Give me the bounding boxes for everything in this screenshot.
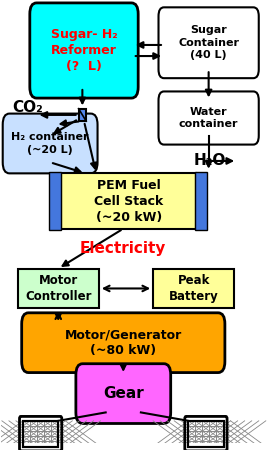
Text: PEM Fuel
Cell Stack
(~20 kW): PEM Fuel Cell Stack (~20 kW): [94, 179, 163, 224]
Text: Peak
Battery: Peak Battery: [169, 274, 219, 303]
Bar: [153, 269, 235, 308]
Text: Motor/Generator
(~80 kW): Motor/Generator (~80 kW): [65, 328, 182, 357]
Bar: [195, 171, 207, 230]
Text: Sugar- H₂
Reformer
(?  L): Sugar- H₂ Reformer (? L): [51, 28, 117, 73]
Bar: [61, 173, 197, 229]
FancyBboxPatch shape: [159, 91, 259, 144]
Bar: [18, 269, 99, 308]
FancyBboxPatch shape: [22, 313, 225, 373]
Text: Water
container: Water container: [179, 107, 238, 129]
FancyBboxPatch shape: [30, 3, 138, 98]
FancyBboxPatch shape: [76, 364, 171, 423]
Text: H₂ container
(~20 L): H₂ container (~20 L): [11, 132, 89, 155]
Bar: [188, 421, 224, 446]
Text: Gear: Gear: [103, 386, 144, 401]
FancyBboxPatch shape: [3, 113, 97, 173]
Text: Motor
Controller: Motor Controller: [25, 274, 91, 303]
Bar: [49, 171, 61, 230]
Text: CO₂: CO₂: [12, 100, 43, 115]
Bar: [79, 109, 86, 121]
Text: Electricity: Electricity: [80, 241, 167, 256]
Bar: [23, 421, 58, 446]
Bar: [23, 421, 58, 446]
Text: H₂O: H₂O: [194, 153, 226, 168]
Bar: [188, 421, 224, 446]
FancyBboxPatch shape: [159, 7, 259, 78]
Text: Sugar
Container
(40 L): Sugar Container (40 L): [178, 25, 239, 60]
